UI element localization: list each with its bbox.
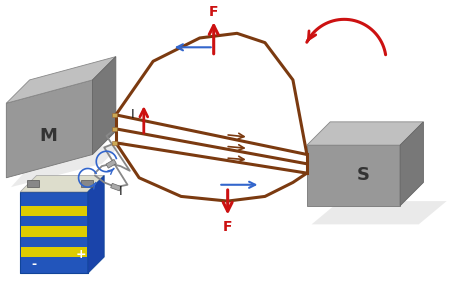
Polygon shape xyxy=(21,206,87,216)
Polygon shape xyxy=(307,122,423,145)
Bar xyxy=(110,183,121,191)
Text: S: S xyxy=(356,166,369,184)
Text: M: M xyxy=(39,127,57,145)
Bar xyxy=(27,180,39,187)
Polygon shape xyxy=(307,145,400,206)
Bar xyxy=(112,113,117,117)
Text: I: I xyxy=(130,108,134,121)
Polygon shape xyxy=(6,56,116,103)
Polygon shape xyxy=(400,122,423,206)
Polygon shape xyxy=(88,175,104,273)
Polygon shape xyxy=(11,140,125,187)
Bar xyxy=(112,141,117,145)
Polygon shape xyxy=(21,226,87,237)
Text: F: F xyxy=(223,220,232,234)
Text: I: I xyxy=(118,185,122,198)
Bar xyxy=(106,159,117,168)
Bar xyxy=(112,127,117,131)
Text: -: - xyxy=(32,259,37,271)
Text: F: F xyxy=(209,5,219,19)
Polygon shape xyxy=(20,192,88,273)
Text: +: + xyxy=(75,248,86,261)
Polygon shape xyxy=(20,175,104,192)
Polygon shape xyxy=(6,80,92,178)
Polygon shape xyxy=(311,201,447,225)
Bar xyxy=(81,180,92,187)
Polygon shape xyxy=(92,56,116,155)
Polygon shape xyxy=(21,247,87,257)
